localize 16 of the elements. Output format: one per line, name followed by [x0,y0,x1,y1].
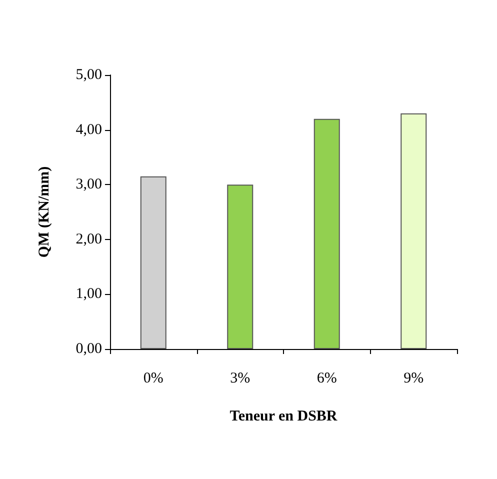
y-tick-label: 0,00 [76,341,102,357]
y-tick-label: 3,00 [76,176,102,193]
y-axis-title: QM (KN/mm) [36,166,52,258]
bar [140,176,166,349]
y-tick-label: 1,00 [76,286,102,302]
y-tick-label: 5,00 [76,67,102,83]
x-tick-label: 3% [230,370,250,386]
bar [227,184,254,349]
bar [314,118,340,349]
bar [400,113,427,349]
x-axis-title: Teneur en DSBR [230,408,338,424]
y-tick-label: 4,00 [76,122,102,138]
x-tick-label: 6% [316,370,337,386]
y-tick-label: 2,00 [76,231,102,248]
x-tick-label: 9% [404,370,424,386]
x-tick-label: 0% [143,370,164,386]
